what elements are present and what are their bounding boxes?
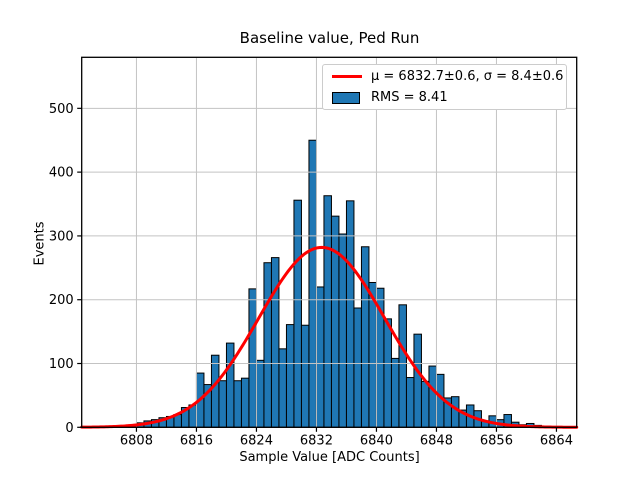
histogram-bar [315,286,325,428]
histogram-bar [398,304,407,428]
histogram-bar [390,357,400,428]
histogram-bar [383,318,392,428]
chart-title: Baseline value, Ped Run [239,29,420,47]
histogram-bar [225,342,235,428]
histogram-bar [345,200,355,428]
histogram-bar [233,380,242,428]
x-tick-label: 6824 [240,433,273,448]
x-tick-label: 6832 [300,433,333,448]
y-tick-label: 500 [49,102,74,117]
x-tick-label: 6856 [480,433,513,448]
histogram-bar [353,307,362,428]
x-tick-label: 6864 [540,433,573,448]
histogram-bar [413,333,422,428]
histogram-bar [338,233,347,428]
histogram-bar [263,262,272,428]
x-tick-label: 6840 [360,433,393,448]
x-tick-label: 6808 [120,433,153,448]
y-tick-label: 200 [49,293,74,308]
histogram-bar [210,354,220,428]
y-tick-label: 100 [49,357,74,372]
rms-legend-label: RMS = 8.41 [371,90,448,105]
histogram-bar [270,257,280,428]
histogram-bar [405,377,415,428]
histogram-bar [308,139,317,428]
histogram-bar [450,396,460,428]
y-tick-label: 0 [65,421,73,436]
histogram-bar [240,377,250,428]
histogram-bar [278,348,287,428]
y-tick-label: 300 [49,229,74,244]
x-tick-label: 6816 [180,433,213,448]
legend-box: μ = 6832.7±0.6, σ = 8.4±0.6 RMS = 8.41 [322,64,567,110]
gaussian-fit-curve [80,245,579,429]
y-tick-label: 400 [49,166,74,181]
histogram-bar [255,359,265,428]
histogram-bar [323,195,332,428]
legend-entry-hist: RMS = 8.41 [323,87,566,108]
histogram-bar [300,324,310,428]
histogram-bar [420,380,430,428]
x-tick-label: 6848 [420,433,453,448]
histogram-bar [428,365,437,428]
histogram-bar [248,288,257,428]
legend-entry-fit: μ = 6832.7±0.6, σ = 8.4±0.6 [323,66,566,87]
histogram-bar [218,380,227,428]
histogram-bar [360,246,370,428]
histogram-bar [285,324,295,428]
histogram-bar [293,199,302,428]
fit-legend-label: μ = 6832.7±0.6, σ = 8.4±0.6 [371,69,564,84]
y-axis-label: Events [32,221,48,266]
axes-spines [81,56,578,428]
fit-line-swatch [332,75,362,78]
x-axis-label: Sample Value [ADC Counts] [239,450,420,465]
histogram-patch-swatch [332,91,360,104]
histogram-bar [330,215,340,428]
